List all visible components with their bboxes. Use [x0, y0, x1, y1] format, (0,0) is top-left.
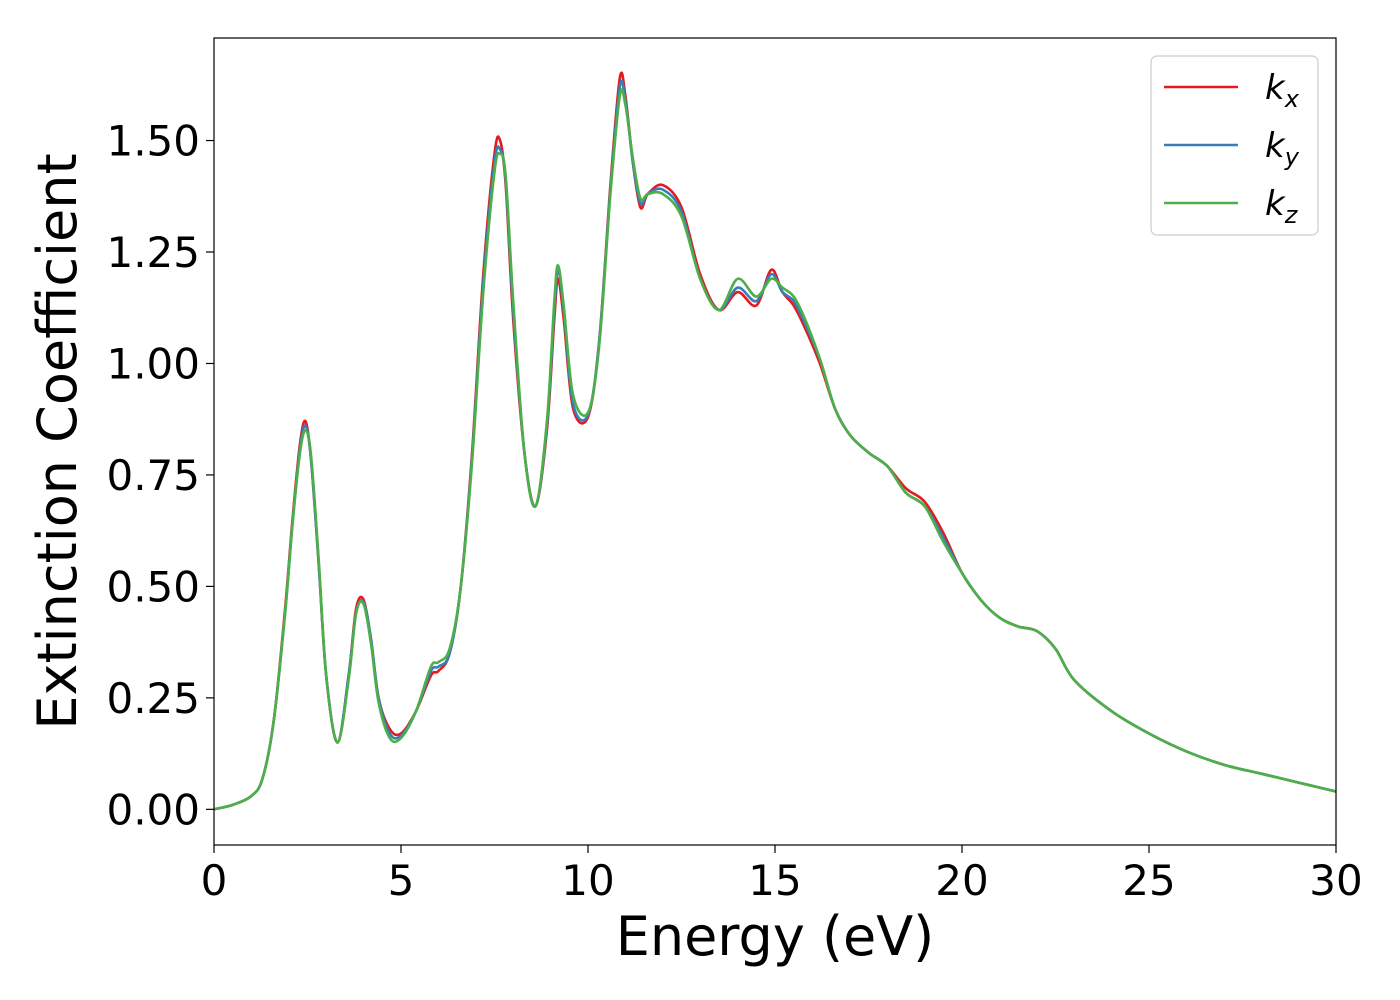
legend-label-subscript: x	[1284, 85, 1300, 113]
y-tick-label: 1.50	[106, 117, 200, 166]
legend-label-x: kx	[1265, 68, 1300, 113]
x-axis-label: Energy (eV)	[616, 905, 935, 968]
y-tick-label: 1.25	[106, 228, 200, 277]
legend-label-base: k	[1265, 126, 1286, 166]
legend-label-subscript: z	[1284, 201, 1299, 229]
x-tick-label: 5	[388, 856, 415, 905]
x-tick-label: 20	[935, 856, 988, 905]
legend-label-y: ky	[1265, 126, 1300, 171]
x-tick-label: 10	[561, 856, 614, 905]
y-tick-label: 0.50	[106, 562, 200, 611]
legend-label-subscript: y	[1284, 143, 1300, 171]
x-tick-label: 30	[1309, 856, 1362, 905]
y-axis: 0.00 0.25 0.50 0.75 1.00 1.25 1.50	[106, 117, 214, 834]
y-tick-label: 1.00	[106, 339, 200, 388]
x-tick-label: 25	[1122, 856, 1175, 905]
plot-area	[213, 71, 1337, 811]
x-tick-label: 15	[748, 856, 801, 905]
y-tick-label: 0.00	[106, 785, 200, 834]
x-tick-label: 0	[201, 856, 228, 905]
y-tick-label: 0.25	[106, 674, 200, 723]
legend-label-z: kz	[1265, 184, 1299, 229]
legend-label-base: k	[1265, 184, 1286, 224]
x-axis: 0 5 10 15 20 25 30	[201, 845, 1363, 905]
y-axis-label: Extinction Coefficient	[26, 153, 89, 729]
y-tick-label: 0.75	[106, 451, 200, 500]
legend-label-base: k	[1265, 68, 1286, 108]
series-line-z	[213, 88, 1337, 811]
